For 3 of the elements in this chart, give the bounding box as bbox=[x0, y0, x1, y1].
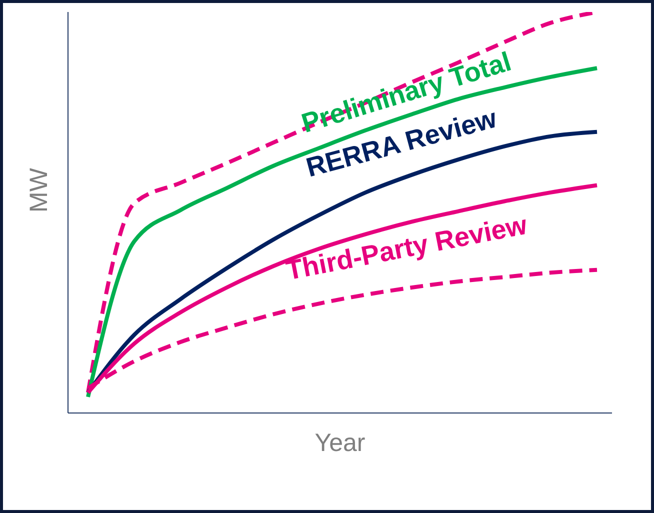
text: Third-Party Review bbox=[284, 210, 530, 286]
y-axis-title: MW bbox=[24, 168, 53, 212]
x-axis-title: Year bbox=[314, 429, 366, 457]
